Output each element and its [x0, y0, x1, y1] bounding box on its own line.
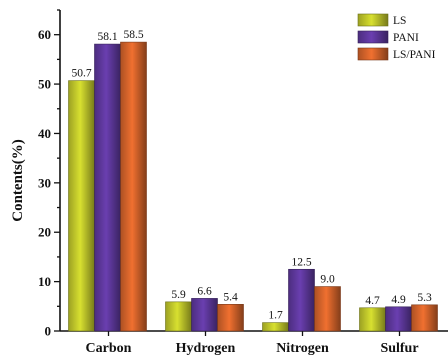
bar-nitrogen-ls-pani	[314, 286, 341, 332]
data-labels: 50.7 58.1 58.5 5.9 6.6 5.4 1.7 12.5 9.0 4.7 4.9 5.3	[71, 29, 432, 322]
bar-nitrogen-pani	[288, 268, 315, 332]
bar-hydrogen-ls-pani	[217, 304, 244, 332]
bar-carbon-pani	[94, 43, 121, 332]
x-tick-label: Carbon	[86, 341, 132, 356]
data-label: 9.0	[320, 274, 335, 286]
bar-sulfur-ls-pani	[411, 304, 438, 332]
legend-label: LS	[393, 15, 406, 27]
data-label: 5.9	[171, 289, 186, 301]
bar-carbon-ls	[68, 80, 95, 332]
y-tick-label: 50	[38, 77, 51, 92]
bar-sulfur-ls	[359, 307, 386, 332]
legend-swatch	[357, 30, 389, 44]
bar-carbon-ls-pani	[120, 41, 147, 332]
data-label: 58.1	[97, 31, 117, 43]
bar-hydrogen-ls	[165, 301, 192, 332]
legend-label: PANI	[393, 32, 419, 44]
y-tick-label: 30	[38, 175, 51, 190]
data-label: 12.5	[291, 256, 311, 268]
data-label: 5.3	[417, 292, 432, 304]
x-tick-label: Sulfur	[380, 341, 418, 356]
legend-swatch	[357, 13, 389, 27]
x-tick-label: Nitrogen	[276, 341, 329, 356]
data-label: 4.7	[365, 295, 380, 307]
bar-hydrogen-pani	[191, 298, 218, 332]
legend-label: LS/PANI	[393, 49, 436, 61]
y-tick-label: 0	[45, 324, 52, 339]
data-label: 58.5	[123, 29, 143, 41]
y-tick-label: 40	[38, 126, 51, 141]
legend-swatch	[357, 47, 389, 61]
x-tick-label: Hydrogen	[176, 341, 236, 356]
data-label: 50.7	[71, 68, 91, 80]
data-label: 4.9	[391, 294, 406, 306]
data-label: 6.6	[197, 285, 212, 297]
bar-sulfur-pani	[385, 306, 412, 332]
y-tick-label: 20	[38, 225, 51, 240]
y-tick-label: 10	[38, 274, 51, 289]
y-tick-label: 60	[38, 27, 51, 42]
bars	[68, 41, 438, 332]
data-label: 1.7	[268, 310, 283, 322]
data-label: 5.4	[223, 291, 238, 303]
legend: LS PANI LS/PANI	[357, 13, 436, 61]
bar-nitrogen-ls	[262, 322, 289, 332]
y-axis-label: Contents(%)	[10, 139, 26, 222]
